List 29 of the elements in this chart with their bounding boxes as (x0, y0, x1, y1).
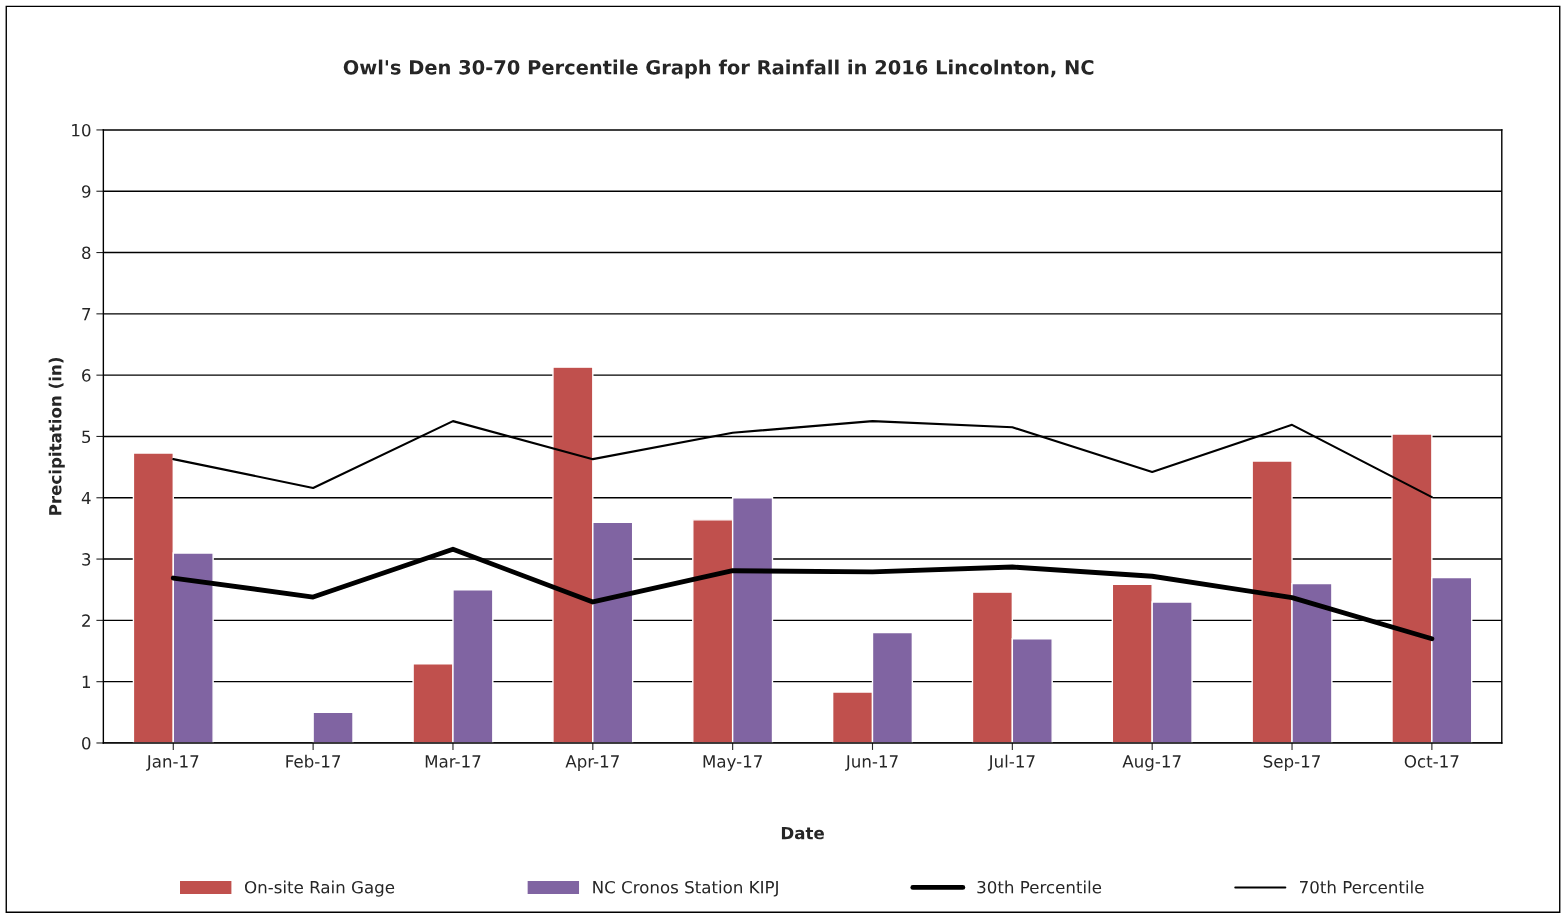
x-tick-label: Jun-17 (845, 755, 898, 771)
x-tick-label: Aug-17 (1122, 755, 1181, 771)
x-axis-title: Date (781, 826, 824, 840)
x-tick-label: Sep-17 (1263, 755, 1320, 771)
y-tick-label: 1 (82, 675, 91, 689)
x-tick-label: Mar-17 (425, 755, 481, 768)
y-tick-label: 7 (82, 308, 91, 321)
y-tick-label: 6 (82, 369, 91, 382)
y-tick-label: 10 (72, 123, 91, 137)
x-tick-label: Feb-17 (286, 754, 341, 768)
y-tick-label: 4 (81, 491, 91, 505)
y-tick-label: 5 (82, 430, 91, 444)
chart-title: Owl's Den 30-70 Percentile Graph for Rainfall in 2016 Lincolnton, NC (343, 59, 1094, 79)
legend-label: On-site Rain Gage (244, 880, 395, 897)
x-tick-label: Oct-17 (1404, 755, 1459, 768)
y-tick-label: 2 (82, 614, 90, 627)
legend-label: NC Cronos Station KIPJ (593, 880, 778, 897)
y-axis-title: Precipitation (in) (48, 357, 65, 515)
y-tick-label: 8 (82, 246, 91, 260)
x-tick-label: May-17 (703, 755, 762, 771)
legend-label: 70th Percentile (1300, 880, 1424, 894)
y-tick-label: 0 (82, 736, 91, 750)
y-tick-label: 3 (82, 553, 91, 566)
x-tick-label: Jul-17 (987, 754, 1035, 771)
x-tick-label: Jan-17 (145, 755, 199, 771)
bar (312, 711, 354, 743)
legend-label: 30th Percentile (977, 880, 1102, 894)
y-tick-label: 9 (82, 185, 91, 198)
x-tick-label: Apr-17 (565, 755, 619, 771)
